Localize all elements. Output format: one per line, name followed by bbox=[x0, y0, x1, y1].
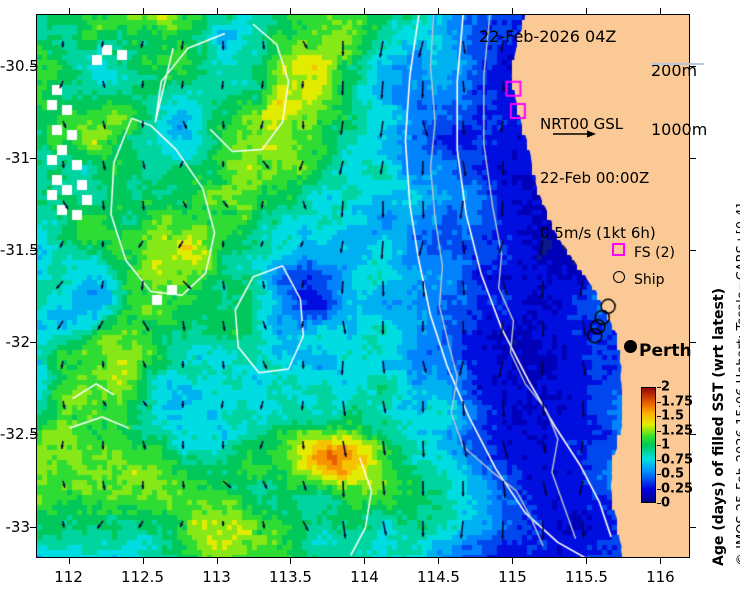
x-tick bbox=[586, 558, 588, 564]
product-time: 22-Feb 00:00Z bbox=[540, 169, 650, 188]
y-tick-label: -33 bbox=[5, 517, 31, 536]
ship-legend-label: Ship bbox=[634, 272, 665, 288]
map-plot-area bbox=[36, 14, 690, 558]
perth-city-dot bbox=[624, 340, 637, 353]
x-tick-top bbox=[586, 8, 588, 14]
x-tick-top bbox=[290, 8, 292, 14]
x-tick-label: 112.5 bbox=[121, 568, 165, 586]
colorbar-tick bbox=[657, 387, 661, 388]
date-stamp: 22-Feb-2026 04Z bbox=[479, 27, 617, 46]
x-tick-top bbox=[364, 8, 366, 14]
colorbar-tick-label: 0.75 bbox=[661, 452, 694, 467]
colorbar bbox=[641, 387, 656, 503]
x-tick bbox=[512, 558, 514, 564]
credit-line: © IMOS 25-Feb-2026 15:06 Hobart; Tscale=… bbox=[735, 203, 740, 566]
velocity-reference-arrow bbox=[553, 130, 596, 138]
x-tick-label: 116 bbox=[646, 568, 675, 586]
velocity-scale-label: 0.5m/s (1kt 6h) bbox=[540, 224, 656, 243]
colorbar-title: Age (days) of filled SST (wrt latest) bbox=[711, 288, 727, 566]
colorbar-tick bbox=[657, 445, 661, 446]
colorbar-tick-label: 0.25 bbox=[661, 481, 694, 496]
y-tick-right bbox=[690, 526, 696, 528]
sst-age-field bbox=[37, 15, 689, 557]
colorbar-tick bbox=[657, 459, 661, 461]
y-tick-right bbox=[690, 250, 696, 252]
x-tick-label: 115 bbox=[498, 568, 527, 586]
x-tick bbox=[216, 558, 218, 564]
y-tick-label: -31.5 bbox=[0, 241, 39, 260]
x-tick-label: 112 bbox=[54, 568, 83, 586]
colorbar-tick-label: 1.75 bbox=[661, 394, 694, 409]
depth-contour-legend: 200m 1000m bbox=[651, 22, 707, 159]
x-tick-label: 113 bbox=[202, 568, 231, 586]
y-tick bbox=[30, 434, 36, 436]
depth-200m-label: 200m bbox=[651, 61, 698, 81]
fs-legend-label: FS (2) bbox=[634, 245, 675, 261]
x-tick-label: 115.5 bbox=[564, 568, 608, 586]
y-tick-label: -30.5 bbox=[0, 56, 39, 75]
colorbar-tick bbox=[657, 488, 661, 490]
x-tick-top bbox=[142, 8, 144, 14]
y-tick-right bbox=[690, 342, 696, 344]
colorbar-tick bbox=[657, 474, 661, 475]
depth-contour-rule bbox=[652, 63, 704, 65]
x-tick bbox=[364, 558, 366, 564]
perth-city-label: Perth bbox=[639, 341, 692, 361]
colorbar-tick-label: 1 bbox=[661, 437, 671, 453]
y-tick-right bbox=[690, 65, 696, 67]
x-tick-top bbox=[660, 8, 662, 14]
colorbar-tick bbox=[657, 416, 661, 417]
y-tick bbox=[30, 65, 36, 67]
y-tick bbox=[30, 526, 36, 528]
y-tick-right bbox=[690, 434, 696, 436]
colorbar-tick-label: 1.25 bbox=[661, 423, 694, 438]
x-tick-top bbox=[512, 8, 514, 14]
y-tick bbox=[30, 342, 36, 344]
x-tick-top bbox=[438, 8, 440, 14]
x-tick-top bbox=[68, 8, 70, 14]
colorbar-tick-label: 0 bbox=[661, 495, 671, 511]
x-tick-label: 114 bbox=[350, 568, 379, 586]
product-name: NRT00 GSL bbox=[540, 114, 624, 133]
colorbar-tick-label: 0.5 bbox=[661, 466, 685, 482]
x-tick bbox=[660, 558, 662, 564]
x-tick-top bbox=[216, 8, 218, 14]
colorbar-tick bbox=[657, 430, 661, 432]
x-tick bbox=[290, 558, 292, 564]
y-tick-right bbox=[690, 157, 696, 159]
depth-1000m-label: 1000m bbox=[651, 119, 708, 139]
colorbar-tick-label: 1.5 bbox=[661, 408, 685, 424]
product-info-block: NRT00 GSL 22-Feb 00:00Z 0.5m/s (1kt 6h) bbox=[540, 78, 656, 261]
x-tick-label: 114.5 bbox=[416, 568, 460, 586]
x-tick bbox=[142, 558, 144, 564]
y-tick bbox=[30, 157, 36, 159]
x-tick-label: 113.5 bbox=[269, 568, 312, 586]
y-tick-label: -32.5 bbox=[0, 425, 39, 444]
y-tick bbox=[30, 250, 36, 252]
x-tick bbox=[68, 558, 70, 564]
y-tick-label: -32 bbox=[5, 333, 31, 352]
colorbar-tick bbox=[657, 401, 661, 403]
colorbar-tick bbox=[657, 503, 661, 504]
x-tick bbox=[438, 558, 440, 564]
fs-marker-swatch bbox=[612, 243, 625, 256]
ship-marker-swatch bbox=[613, 271, 625, 283]
colorbar-tick-label: 2 bbox=[661, 379, 671, 395]
y-tick-label: -31 bbox=[5, 148, 31, 167]
